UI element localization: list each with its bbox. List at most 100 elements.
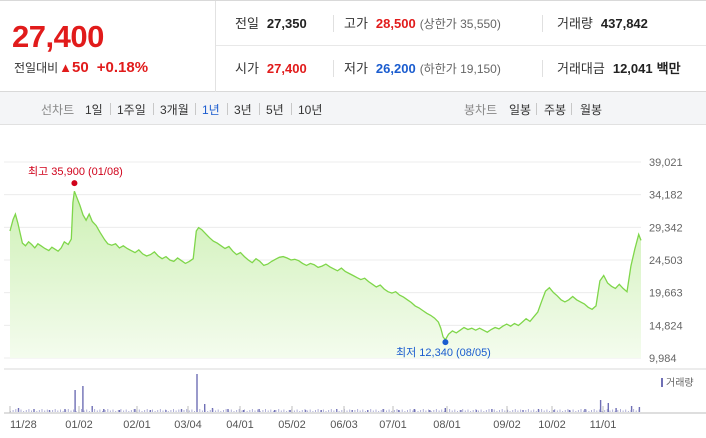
volume-bar bbox=[96, 410, 98, 412]
volume-bar bbox=[357, 409, 359, 412]
volume-bar bbox=[309, 409, 311, 412]
volume-bar bbox=[499, 410, 500, 412]
volume-bar bbox=[123, 410, 125, 412]
divider bbox=[195, 103, 196, 115]
line-chart-label: 선차트 bbox=[41, 103, 75, 117]
volume-bar bbox=[154, 411, 156, 412]
volume-bar bbox=[83, 410, 85, 412]
volume-bar bbox=[75, 411, 77, 412]
period-1y-button[interactable]: 1년 bbox=[202, 103, 220, 117]
y-tick-label: 39,021 bbox=[649, 157, 683, 169]
period-3m-button[interactable]: 3개월 bbox=[160, 103, 189, 117]
volume-bar bbox=[609, 410, 611, 412]
x-tick-label: 05/02 bbox=[278, 419, 306, 431]
stat-high: 고가 28,500 (상한가 35,550) bbox=[344, 1, 501, 46]
volume-bar bbox=[338, 411, 340, 412]
price-line bbox=[9, 190, 642, 341]
period-1d-button[interactable]: 1일 bbox=[85, 103, 103, 117]
x-tick-label: 01/02 bbox=[65, 419, 93, 431]
stat-label: 거래대금 bbox=[557, 61, 605, 76]
candle-daily-button[interactable]: 일봉 bbox=[509, 103, 532, 117]
volume-legend-icon bbox=[661, 378, 663, 387]
volume-bar bbox=[612, 409, 614, 412]
volume-bar bbox=[38, 410, 40, 412]
volume-bar bbox=[512, 410, 514, 412]
volume-bar bbox=[159, 409, 161, 412]
volume-bar bbox=[204, 404, 206, 412]
volume-bar bbox=[265, 409, 266, 412]
volume-bar bbox=[604, 410, 606, 412]
volume-bar bbox=[188, 410, 190, 412]
volume-bar bbox=[170, 410, 172, 412]
candle-monthly-button[interactable]: 월봉 bbox=[580, 103, 603, 117]
stat-label: 저가 bbox=[344, 61, 368, 76]
volume-bar bbox=[144, 410, 146, 412]
period-5y-button[interactable]: 5년 bbox=[266, 103, 284, 117]
volume-bar bbox=[320, 410, 322, 412]
volume-bar bbox=[504, 410, 506, 412]
volume-bar bbox=[180, 409, 183, 412]
candle-weekly-button[interactable]: 주봉 bbox=[544, 103, 567, 117]
volume-bar bbox=[480, 409, 482, 412]
volume-bar bbox=[638, 409, 640, 412]
high-annotation: 최고 35,900 (01/08) bbox=[28, 165, 123, 178]
volume-bar bbox=[378, 411, 380, 412]
divider bbox=[333, 60, 334, 77]
volume-bar bbox=[535, 411, 537, 412]
volume-bar bbox=[152, 409, 153, 412]
volume-bar bbox=[412, 410, 414, 412]
volume-bar bbox=[278, 409, 280, 412]
volume-bar bbox=[273, 410, 276, 412]
volume-bar bbox=[286, 411, 288, 412]
period-1w-button[interactable]: 1주일 bbox=[117, 103, 146, 117]
volume-bar bbox=[596, 410, 598, 412]
volume-bar bbox=[102, 411, 103, 412]
volume-bar bbox=[460, 410, 462, 412]
volume-bar bbox=[584, 409, 586, 412]
volume-bar bbox=[186, 409, 188, 412]
period-3y-button[interactable]: 3년 bbox=[234, 103, 252, 117]
stat-value: 437,842 bbox=[600, 16, 648, 31]
volume-bar bbox=[227, 409, 229, 412]
volume-bar bbox=[441, 409, 443, 412]
volume-bar bbox=[372, 410, 374, 412]
volume-bar bbox=[533, 409, 535, 412]
x-tick-label: 11/01 bbox=[590, 419, 617, 431]
y-tick-label: 29,342 bbox=[649, 222, 683, 234]
volume-bar bbox=[259, 411, 261, 412]
volume-bar bbox=[249, 410, 251, 412]
high-marker bbox=[71, 180, 78, 187]
volume-bar bbox=[54, 409, 56, 412]
volume-bar bbox=[386, 410, 387, 412]
volume-bar bbox=[275, 410, 277, 412]
volume-bar bbox=[267, 410, 269, 412]
volume-bar bbox=[562, 411, 564, 412]
stat-label: 거래량 bbox=[557, 16, 593, 31]
divider bbox=[542, 60, 543, 77]
volume-bar bbox=[94, 409, 96, 412]
volume-bar bbox=[382, 409, 384, 412]
volume-bar bbox=[204, 409, 206, 412]
volume-bar bbox=[383, 409, 385, 412]
x-tick-label: 07/01 bbox=[379, 419, 407, 431]
price-summary: 27,400 전일대비▲50 +0.18% 전일 27,350 고가 28,500 (상… bbox=[0, 0, 706, 92]
volume-bar bbox=[134, 409, 136, 412]
volume-bar bbox=[49, 411, 51, 412]
stat-row-1: 전일 27,350 고가 28,500 (상한가 35,550) 거래량 437,842 bbox=[216, 1, 706, 46]
volume-bar bbox=[280, 410, 282, 412]
volume-bar bbox=[483, 411, 485, 412]
volume-bar bbox=[333, 410, 335, 412]
volume-bar bbox=[420, 410, 422, 412]
price-chart[interactable]: 39,021 34,182 29,342 24,503 19,663 14,824 9,98… bbox=[0, 125, 706, 438]
volume-bar bbox=[556, 410, 558, 412]
volume-bar bbox=[272, 411, 274, 412]
volume-bar bbox=[359, 410, 361, 412]
volume-bar bbox=[585, 409, 587, 412]
divider bbox=[227, 103, 228, 115]
volume-bar bbox=[209, 410, 211, 412]
period-10y-button[interactable]: 10년 bbox=[298, 103, 323, 117]
volume-bar bbox=[472, 410, 474, 412]
volume-bar bbox=[591, 410, 592, 412]
change-row: 전일대비▲50 +0.18% bbox=[14, 59, 148, 76]
stat-value: 27,400 bbox=[266, 61, 307, 76]
